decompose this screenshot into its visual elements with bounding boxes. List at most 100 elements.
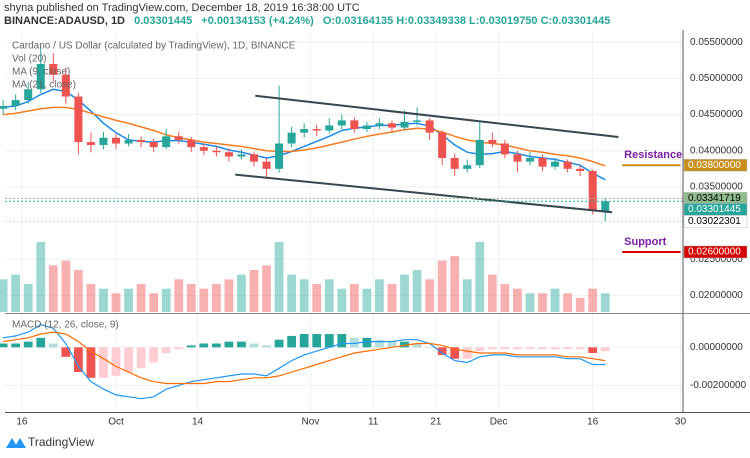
candle-body: [124, 139, 133, 144]
macd-histogram-bar: [61, 347, 71, 357]
trendline: [235, 173, 613, 214]
macd-histogram-bar: [287, 335, 297, 348]
volume-bar: [337, 288, 347, 312]
candle-body: [212, 150, 221, 153]
macd-histogram-bar: [0, 343, 8, 348]
volume-bar: [475, 242, 485, 312]
price-tag: [683, 245, 748, 259]
x-tick-label: 30: [675, 417, 687, 428]
macd-histogram-bar: [11, 343, 21, 348]
macd-histogram-bar: [412, 343, 422, 348]
pane-title: Cardano / US Dollar (calculated by Tradi…: [12, 41, 296, 52]
volume-bar: [36, 242, 46, 312]
volume-bar: [0, 279, 8, 312]
macd-histogram-bar: [575, 347, 585, 350]
candle-body: [350, 120, 359, 130]
candle-body: [362, 125, 371, 130]
macd-histogram-bar: [400, 341, 409, 348]
price-tag-label: 0.03301445: [688, 204, 741, 215]
volume-bar: [462, 279, 472, 312]
volume-bar: [99, 288, 108, 312]
candle-body: [237, 154, 246, 157]
trendline: [255, 94, 619, 138]
x-tick-label: Dec: [490, 417, 508, 428]
volume-bar: [124, 288, 133, 312]
macd-histogram-bar: [563, 347, 572, 350]
volume-bar: [513, 288, 522, 312]
price-tag-label: 0.03800000: [688, 160, 741, 171]
price-tag-label: 0.02600000: [688, 247, 741, 258]
volume-bar: [299, 279, 309, 312]
macd-histogram-bar: [161, 347, 171, 354]
candle-body: [425, 120, 434, 133]
candle-body: [488, 139, 497, 144]
candle-body: [137, 139, 146, 143]
volume-bar: [149, 293, 159, 312]
macd-histogram-bar: [149, 347, 159, 363]
volume-bar: [274, 242, 284, 312]
candle-body: [588, 171, 597, 211]
candle-body: [149, 142, 158, 148]
volume-bar: [249, 270, 259, 312]
macd-histogram-bar: [349, 337, 359, 348]
volume-bar: [450, 256, 460, 312]
level-label: Support: [624, 236, 666, 248]
candle-body: [538, 157, 547, 167]
candle-body: [400, 121, 409, 128]
macd-histogram-bar: [124, 347, 133, 373]
candle-body: [337, 120, 346, 126]
footer-text: TradingView: [28, 435, 94, 449]
volume-bar: [161, 288, 171, 312]
candle-body: [312, 129, 321, 131]
volume-label: Vol (20): [12, 54, 46, 65]
volume-bar: [199, 288, 209, 312]
x-tick-label: 14: [192, 417, 204, 428]
macd-histogram-bar: [36, 337, 46, 348]
volume-bar: [550, 288, 560, 312]
macd-histogram-bar: [324, 334, 334, 348]
candle-body: [49, 63, 58, 75]
macd-histogram-bar: [186, 345, 196, 348]
y-tick-label: 0.05000000: [690, 73, 743, 84]
candle-body: [387, 123, 396, 128]
price-tag-label: 0.03022301: [688, 216, 741, 227]
macd-histogram-bar: [224, 341, 234, 348]
macd-histogram-bar: [375, 339, 384, 348]
candle-body: [475, 139, 484, 166]
candle-body: [513, 154, 522, 162]
candle-body: [563, 161, 572, 169]
plot: [0, 45, 683, 400]
volume-bar: [48, 265, 58, 312]
candle-body: [0, 105, 8, 109]
candle-body: [375, 123, 384, 126]
volume-bar: [412, 270, 422, 312]
volume-bar: [349, 284, 359, 312]
volume-bar: [437, 260, 447, 312]
macd-line: [3, 323, 606, 400]
macd-histogram-bar: [23, 341, 33, 348]
macd-histogram-bar: [387, 341, 397, 348]
candle-body: [162, 136, 171, 148]
y-tick-label: 0.02500000: [690, 254, 743, 265]
macd-histogram-bar: [136, 347, 146, 369]
logo: TradingView: [6, 435, 94, 449]
candle-body: [24, 89, 33, 101]
y-tick-label: 0.04000000: [690, 145, 743, 156]
candle-body: [275, 143, 284, 169]
macd-histogram-bar: [513, 347, 522, 350]
volume-bar: [73, 270, 83, 312]
volume-bar: [324, 279, 334, 312]
volume-bar: [186, 284, 196, 312]
last-price: 0.03301445: [134, 15, 192, 27]
price-change: +0.00134153 (+4.24%): [201, 15, 314, 27]
candle-body: [224, 152, 233, 157]
candle-body: [74, 96, 83, 143]
volume-bar: [23, 284, 33, 312]
candle-body: [287, 132, 296, 144]
macd-title: MACD (12, 26, close, 9): [12, 320, 119, 331]
macd-histogram-bar: [111, 347, 121, 376]
header-band: [0, 0, 750, 29]
publisher: shyna published on TradingView.com, Dece…: [4, 2, 360, 14]
